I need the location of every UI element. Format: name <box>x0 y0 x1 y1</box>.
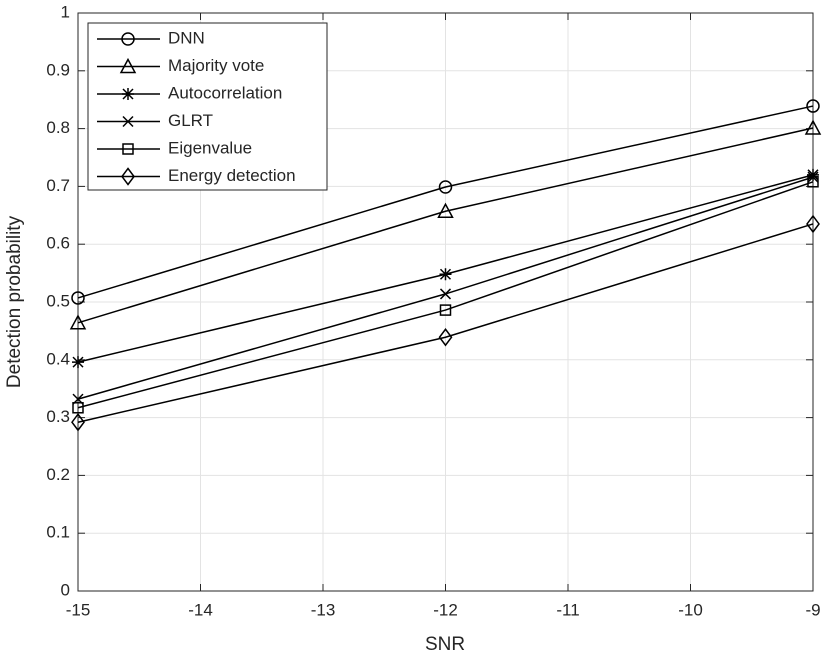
marker <box>807 176 819 188</box>
marker <box>807 168 819 181</box>
y-tick-label: 0.5 <box>46 291 70 310</box>
marker <box>119 57 137 74</box>
marker <box>122 143 134 155</box>
y-axis-label: Detection probability <box>4 215 25 388</box>
marker <box>69 314 87 330</box>
legend-label: Autocorrelation <box>168 83 282 102</box>
x-tick-label: -15 <box>66 600 91 619</box>
marker <box>71 291 85 305</box>
marker <box>439 268 452 281</box>
y-tick-label: 0 <box>61 580 70 599</box>
x-tick-label: -11 <box>556 600 579 619</box>
marker <box>437 202 454 219</box>
x-tick-label: -9 <box>805 600 820 619</box>
marker <box>72 402 84 414</box>
marker <box>806 99 820 113</box>
marker <box>71 412 85 432</box>
marker <box>72 356 84 369</box>
legend-label: Majority vote <box>168 56 264 75</box>
series-line <box>77 181 814 409</box>
marker <box>438 328 453 347</box>
series-line <box>77 223 814 423</box>
series-line <box>77 105 814 299</box>
marker <box>122 88 134 100</box>
y-tick-label: 0.7 <box>46 176 70 195</box>
marker <box>439 304 452 316</box>
y-tick-label: 0.1 <box>46 523 70 542</box>
marker <box>439 288 452 300</box>
marker <box>121 32 135 46</box>
legend-box <box>87 22 328 191</box>
x-tick-label: -13 <box>311 600 336 619</box>
y-tick-label: 0.4 <box>46 349 70 368</box>
marker <box>804 119 822 135</box>
x-tick-label: -10 <box>678 600 703 619</box>
legend-label: GLRT <box>168 111 213 130</box>
y-tick-label: 0.8 <box>46 118 70 137</box>
x-tick-label: -14 <box>188 600 213 619</box>
x-axis-label: SNR <box>425 634 465 655</box>
y-tick-label: 0.9 <box>46 60 70 79</box>
y-tick-label: 1 <box>61 2 70 21</box>
series-line <box>77 127 814 324</box>
x-tick-label: -12 <box>433 600 458 619</box>
legend: DNN Majority vote Autocorrelation GLRT Eigen… <box>87 22 328 191</box>
marker <box>121 167 135 186</box>
y-tick-label: 0.2 <box>46 465 70 484</box>
legend-label: DNN <box>168 28 205 47</box>
y-tick-label: 0.3 <box>46 407 70 426</box>
legend-label: Eigenvalue <box>168 138 252 157</box>
marker <box>806 214 820 234</box>
marker <box>122 115 134 128</box>
legend-label: Energy detection <box>168 166 296 185</box>
plot-frame <box>77 12 814 592</box>
marker <box>438 180 453 194</box>
y-tick-label: 0.6 <box>46 234 70 253</box>
